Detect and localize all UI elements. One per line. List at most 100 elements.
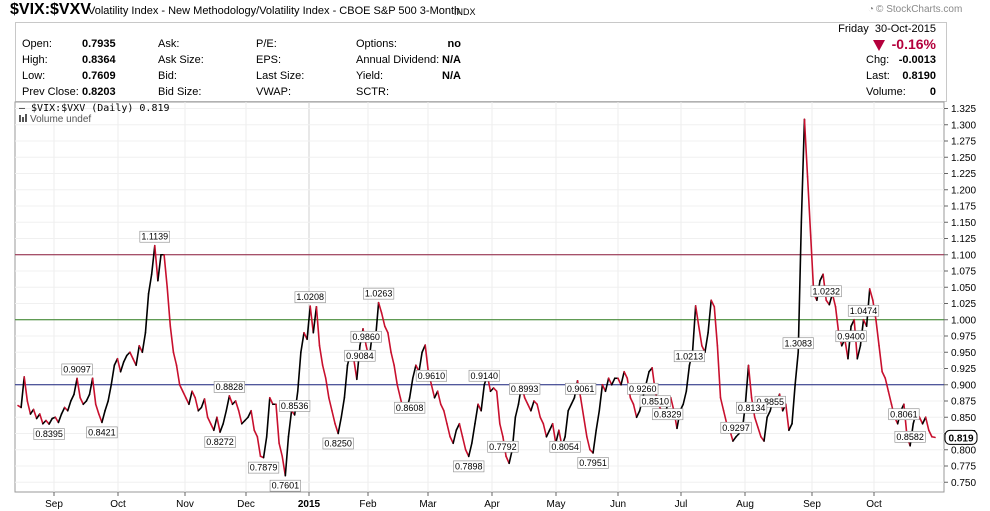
price-segment	[60, 406, 66, 415]
price-segment	[324, 377, 330, 399]
price-segment	[539, 416, 545, 425]
y-tick-label: 0.875	[951, 397, 976, 408]
price-segment	[436, 390, 442, 406]
price-segment	[122, 354, 128, 363]
y-tick-label: 0.900	[951, 380, 976, 391]
price-segment	[523, 396, 529, 406]
price-segment	[387, 331, 392, 354]
price-segment	[79, 396, 85, 406]
price-segment	[474, 403, 479, 425]
point-annotation: 1.0474	[850, 306, 878, 316]
price-segment	[129, 351, 134, 360]
annotation-box	[888, 408, 920, 421]
options-value: no	[447, 38, 461, 50]
point-annotation: 0.8250	[324, 439, 352, 449]
price-segment	[88, 377, 94, 396]
options-label: Options:	[356, 38, 397, 50]
volume-value: 0	[929, 86, 936, 98]
price-segment	[166, 286, 172, 328]
annotation-box	[673, 350, 705, 363]
price-segment	[188, 390, 193, 406]
price-segment	[101, 409, 106, 424]
price-segment	[697, 325, 703, 347]
price-segment	[334, 422, 339, 435]
price-segment	[800, 118, 806, 224]
chart-header: $VIX:$VXV Volatility Index - New Methodo…	[0, 0, 990, 22]
price-segment	[868, 288, 874, 302]
y-tick-label: 1.275	[951, 137, 976, 148]
x-tick-label: Dec	[237, 499, 255, 510]
price-segment	[147, 273, 153, 295]
y-tick-label: 1.025	[951, 299, 976, 310]
point-annotation: 1.1139	[141, 232, 168, 242]
y-tick-label: 1.225	[951, 169, 976, 180]
quote-date: Friday 30-Oct-2015	[796, 23, 936, 35]
point-annotation: 0.8134	[738, 403, 766, 413]
price-segment	[542, 422, 548, 438]
point-annotation: 0.9140	[471, 371, 499, 381]
annotation-box	[754, 395, 786, 408]
y-tick-label: 1.325	[951, 104, 976, 115]
annotation-box	[86, 426, 118, 439]
price-segment	[635, 409, 641, 419]
point-annotation: 0.9061	[567, 384, 595, 394]
low-label: Low:	[22, 70, 46, 82]
price-segment	[918, 416, 924, 425]
price-segment	[710, 299, 716, 308]
price-segment	[610, 377, 616, 386]
price-segment	[315, 305, 321, 347]
price-segment	[430, 383, 436, 399]
price-segment	[119, 361, 125, 373]
price-segment	[343, 364, 349, 399]
prev-close-value: 0.8203	[82, 86, 116, 98]
price-segment	[337, 416, 343, 435]
y-tick-label: 1.000	[951, 315, 976, 326]
point-annotation: 1.0232	[812, 286, 840, 296]
price-segment	[203, 398, 209, 419]
price-segment	[268, 396, 274, 406]
prev-close-label: Prev Close:	[22, 86, 79, 98]
price-segment	[383, 325, 389, 334]
chg-value: -0.0013	[898, 54, 936, 66]
price-segment	[393, 364, 399, 386]
annotation-box	[394, 401, 426, 414]
price-segment	[380, 312, 386, 328]
last-value-label: 0.819	[948, 433, 973, 444]
price-segment	[480, 383, 486, 412]
price-segment	[318, 344, 324, 367]
watermark: ◔ © StockCharts.com	[868, 4, 962, 15]
point-annotation: 0.8329	[654, 409, 682, 419]
annotation-box	[363, 287, 395, 300]
pe-label: P/E:	[256, 38, 277, 50]
point-annotation: 0.8395	[35, 429, 63, 439]
price-segment	[23, 376, 29, 402]
price-segment	[169, 325, 175, 354]
price-segment	[452, 429, 458, 445]
price-segment	[178, 383, 184, 393]
annotation-box	[894, 430, 926, 443]
price-segment	[265, 396, 271, 438]
price-segment	[598, 383, 604, 412]
point-annotation: 1.3083	[784, 338, 812, 348]
point-annotation: 0.8828	[216, 382, 244, 392]
price-segment	[296, 351, 302, 393]
price-segment	[144, 292, 150, 334]
price-segment	[98, 413, 103, 424]
open-value: 0.7935	[82, 38, 116, 50]
price-segment	[747, 364, 753, 399]
x-tick-label: Aug	[736, 499, 754, 510]
x-tick-label: 2015	[298, 499, 321, 510]
x-tick-label: Sep	[803, 499, 821, 510]
quote-panel: Open: 0.7935 High: 0.8364 Low: 0.7609 Pr…	[15, 22, 947, 102]
watermark-text: © StockCharts.com	[876, 4, 963, 15]
price-segment	[443, 409, 448, 425]
legend-series: — $VIX:$VXV (Daily) 0.819	[19, 103, 170, 114]
point-annotation: 0.8421	[88, 427, 116, 437]
price-segment	[85, 393, 91, 402]
price-segment	[461, 435, 467, 451]
price-segment	[844, 338, 849, 360]
legend-volume: Volume undef	[30, 114, 91, 125]
price-segment	[237, 409, 243, 425]
price-segment	[691, 305, 697, 354]
